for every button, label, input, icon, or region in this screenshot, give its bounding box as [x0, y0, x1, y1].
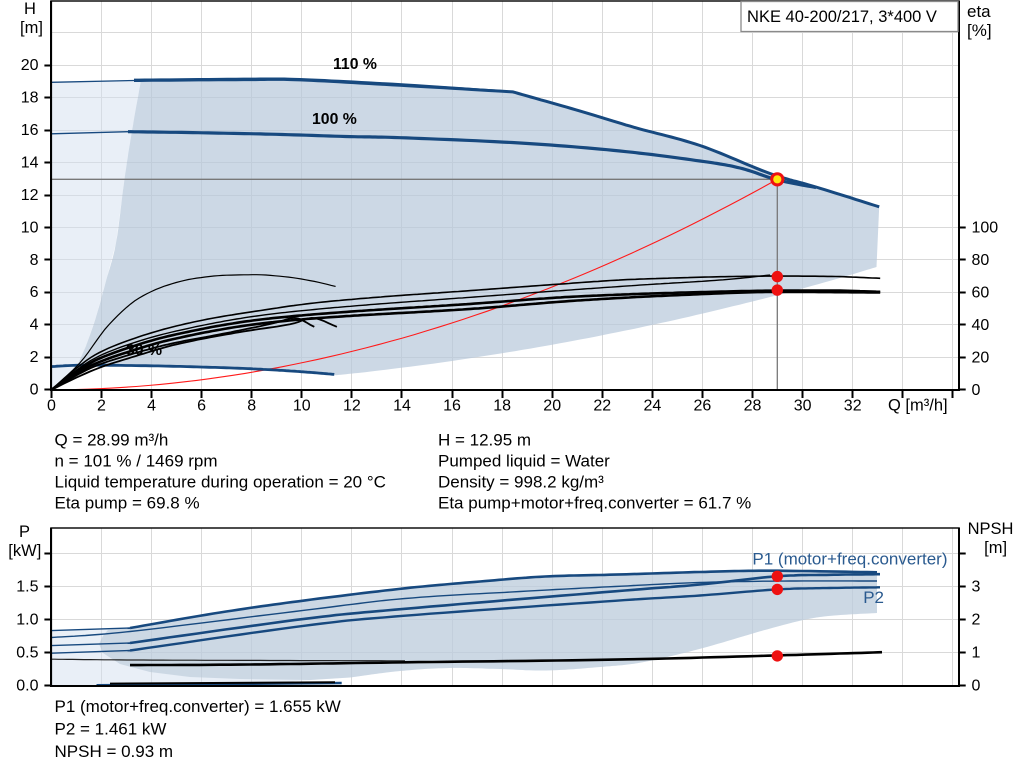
svg-text:Pumped liquid = Water: Pumped liquid = Water	[438, 452, 610, 471]
svg-text:[kW]: [kW]	[8, 542, 41, 560]
svg-text:[m]: [m]	[20, 19, 43, 37]
svg-text:32: 32	[844, 398, 862, 415]
svg-text:Density = 998.2 kg/m³: Density = 998.2 kg/m³	[438, 473, 604, 492]
svg-text:24: 24	[644, 398, 662, 415]
svg-text:110 %: 110 %	[333, 56, 377, 73]
svg-text:2: 2	[97, 398, 106, 415]
svg-text:Liquid temperature during oper: Liquid temperature during operation = 20…	[55, 473, 386, 492]
svg-text:60: 60	[972, 284, 990, 301]
svg-text:1: 1	[972, 644, 981, 661]
svg-text:30 %: 30 %	[126, 342, 162, 359]
svg-text:0.5: 0.5	[16, 645, 38, 662]
svg-text:P2: P2	[863, 588, 884, 607]
svg-text:14: 14	[21, 154, 39, 171]
svg-text:10: 10	[293, 398, 311, 415]
svg-text:6: 6	[197, 398, 206, 415]
svg-text:12: 12	[343, 398, 361, 415]
svg-text:2: 2	[972, 612, 981, 629]
svg-text:[m]: [m]	[984, 539, 1007, 557]
svg-text:10: 10	[21, 219, 39, 236]
svg-text:H: H	[24, 0, 36, 18]
svg-text:40: 40	[972, 317, 990, 334]
svg-text:18: 18	[21, 90, 39, 107]
svg-text:22: 22	[593, 398, 611, 415]
svg-text:Q [m³/h]: Q [m³/h]	[888, 397, 948, 415]
svg-text:26: 26	[694, 398, 712, 415]
svg-text:80: 80	[972, 252, 990, 269]
svg-text:3: 3	[972, 579, 981, 596]
svg-text:[%]: [%]	[967, 21, 992, 40]
svg-text:P1 (motor+freq.converter) = 1.: P1 (motor+freq.converter) = 1.655 kW	[55, 697, 341, 716]
svg-text:P: P	[19, 523, 30, 541]
svg-text:0: 0	[972, 677, 981, 694]
svg-text:12: 12	[21, 187, 39, 204]
svg-text:0.0: 0.0	[16, 678, 38, 695]
svg-text:NKE 40-200/217, 3*400 V: NKE 40-200/217, 3*400 V	[747, 8, 937, 26]
svg-text:1.5: 1.5	[16, 579, 38, 596]
svg-text:Q = 28.99 m³/h: Q = 28.99 m³/h	[55, 430, 169, 449]
svg-text:4: 4	[147, 398, 156, 415]
svg-text:1.0: 1.0	[16, 612, 38, 629]
svg-text:8: 8	[30, 252, 39, 269]
svg-text:P1 (motor+freq.converter): P1 (motor+freq.converter)	[752, 550, 947, 569]
svg-text:6: 6	[30, 284, 39, 301]
svg-text:0: 0	[47, 398, 56, 415]
svg-text:14: 14	[393, 398, 411, 415]
svg-text:eta: eta	[967, 2, 991, 21]
svg-text:18: 18	[493, 398, 511, 415]
svg-text:8: 8	[247, 398, 256, 415]
svg-text:Eta pump = 69.8 %: Eta pump = 69.8 %	[55, 494, 200, 513]
svg-text:100 %: 100 %	[312, 111, 357, 128]
svg-text:H = 12.95 m: H = 12.95 m	[438, 430, 531, 449]
svg-text:2: 2	[30, 349, 39, 366]
svg-text:100: 100	[972, 220, 999, 237]
svg-text:P2 = 1.461 kW: P2 = 1.461 kW	[55, 720, 167, 739]
svg-text:20: 20	[972, 349, 990, 366]
svg-text:20: 20	[543, 398, 561, 415]
svg-text:0: 0	[972, 382, 981, 399]
svg-text:0: 0	[30, 382, 39, 399]
svg-text:30: 30	[794, 398, 812, 415]
svg-text:4: 4	[30, 317, 39, 334]
svg-text:28: 28	[744, 398, 762, 415]
svg-text:NPSH: NPSH	[968, 520, 1014, 538]
svg-text:n = 101 % / 1469 rpm: n = 101 % / 1469 rpm	[55, 452, 218, 471]
svg-text:16: 16	[443, 398, 461, 415]
svg-text:16: 16	[21, 122, 39, 139]
svg-text:Eta pump+motor+freq.converter: Eta pump+motor+freq.converter = 61.7 %	[438, 494, 751, 513]
svg-text:NPSH = 0.93 m: NPSH = 0.93 m	[55, 742, 174, 761]
svg-text:20: 20	[21, 57, 39, 74]
